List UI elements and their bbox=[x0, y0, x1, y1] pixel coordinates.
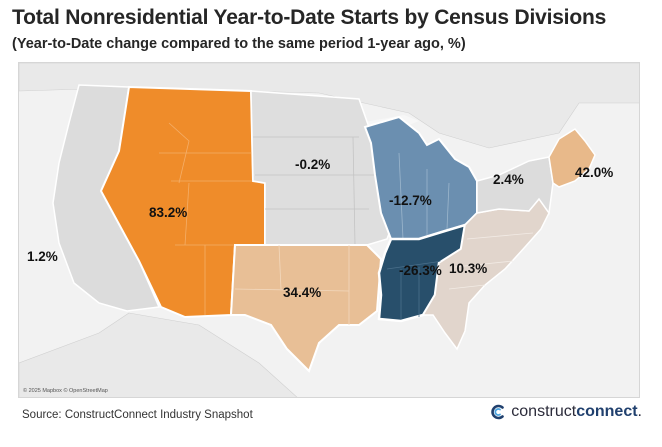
value-label-new-england: 42.0% bbox=[575, 165, 614, 180]
division-west-south-central bbox=[229, 244, 383, 373]
mexico-land bbox=[19, 312, 298, 397]
brand-logo: constructconnect. bbox=[489, 403, 642, 421]
source-note: Source: ConstructConnect Industry Snapsh… bbox=[22, 409, 253, 421]
value-label-south-atlantic: 10.3% bbox=[449, 261, 488, 276]
page-title: Total Nonresidential Year-to-Date Starts… bbox=[12, 6, 607, 29]
brand-name: constructconnect. bbox=[511, 403, 642, 420]
map-attribution[interactable]: © 2025 Mapbox © OpenStreetMap bbox=[23, 388, 108, 394]
value-label-east-south-central: -26.3% bbox=[399, 263, 442, 278]
brand-swirl-icon bbox=[491, 404, 505, 420]
value-label-west-south-central: 34.4% bbox=[283, 285, 322, 300]
value-label-mountain: 83.2% bbox=[149, 205, 188, 220]
us-map bbox=[19, 63, 639, 397]
division-new-england bbox=[548, 128, 596, 188]
page-subtitle: (Year-to-Date change compared to the sam… bbox=[12, 36, 466, 52]
division-middle-atlantic bbox=[476, 156, 554, 215]
value-label-east-north-central: -12.7% bbox=[389, 193, 432, 208]
value-label-pacific: 1.2% bbox=[27, 249, 58, 264]
value-label-middle-atlantic: 2.4% bbox=[493, 172, 524, 187]
map-panel[interactable]: 1.2% 83.2% -0.2% 34.4% -12.7% -26.3% 10.… bbox=[18, 62, 640, 398]
value-label-west-north-central: -0.2% bbox=[295, 157, 331, 172]
